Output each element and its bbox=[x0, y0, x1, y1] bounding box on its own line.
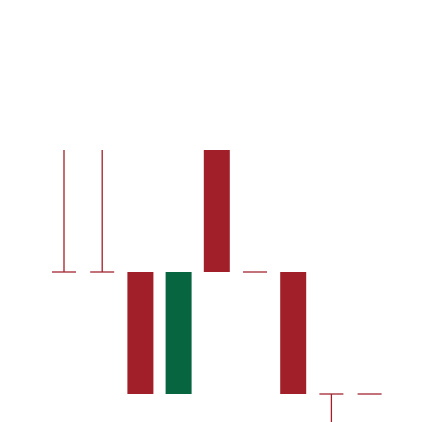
candle-7 bbox=[280, 272, 307, 394]
candle-body-down bbox=[127, 272, 154, 394]
candle-8 bbox=[319, 393, 344, 422]
candle-2 bbox=[90, 150, 115, 273]
candle-4 bbox=[165, 272, 192, 394]
candle-body-down bbox=[280, 272, 307, 394]
candle-5 bbox=[203, 150, 230, 272]
candle-body-down bbox=[203, 150, 230, 272]
candle-1 bbox=[52, 150, 76, 273]
candle-3 bbox=[127, 272, 154, 394]
candle-body-up bbox=[165, 272, 192, 394]
